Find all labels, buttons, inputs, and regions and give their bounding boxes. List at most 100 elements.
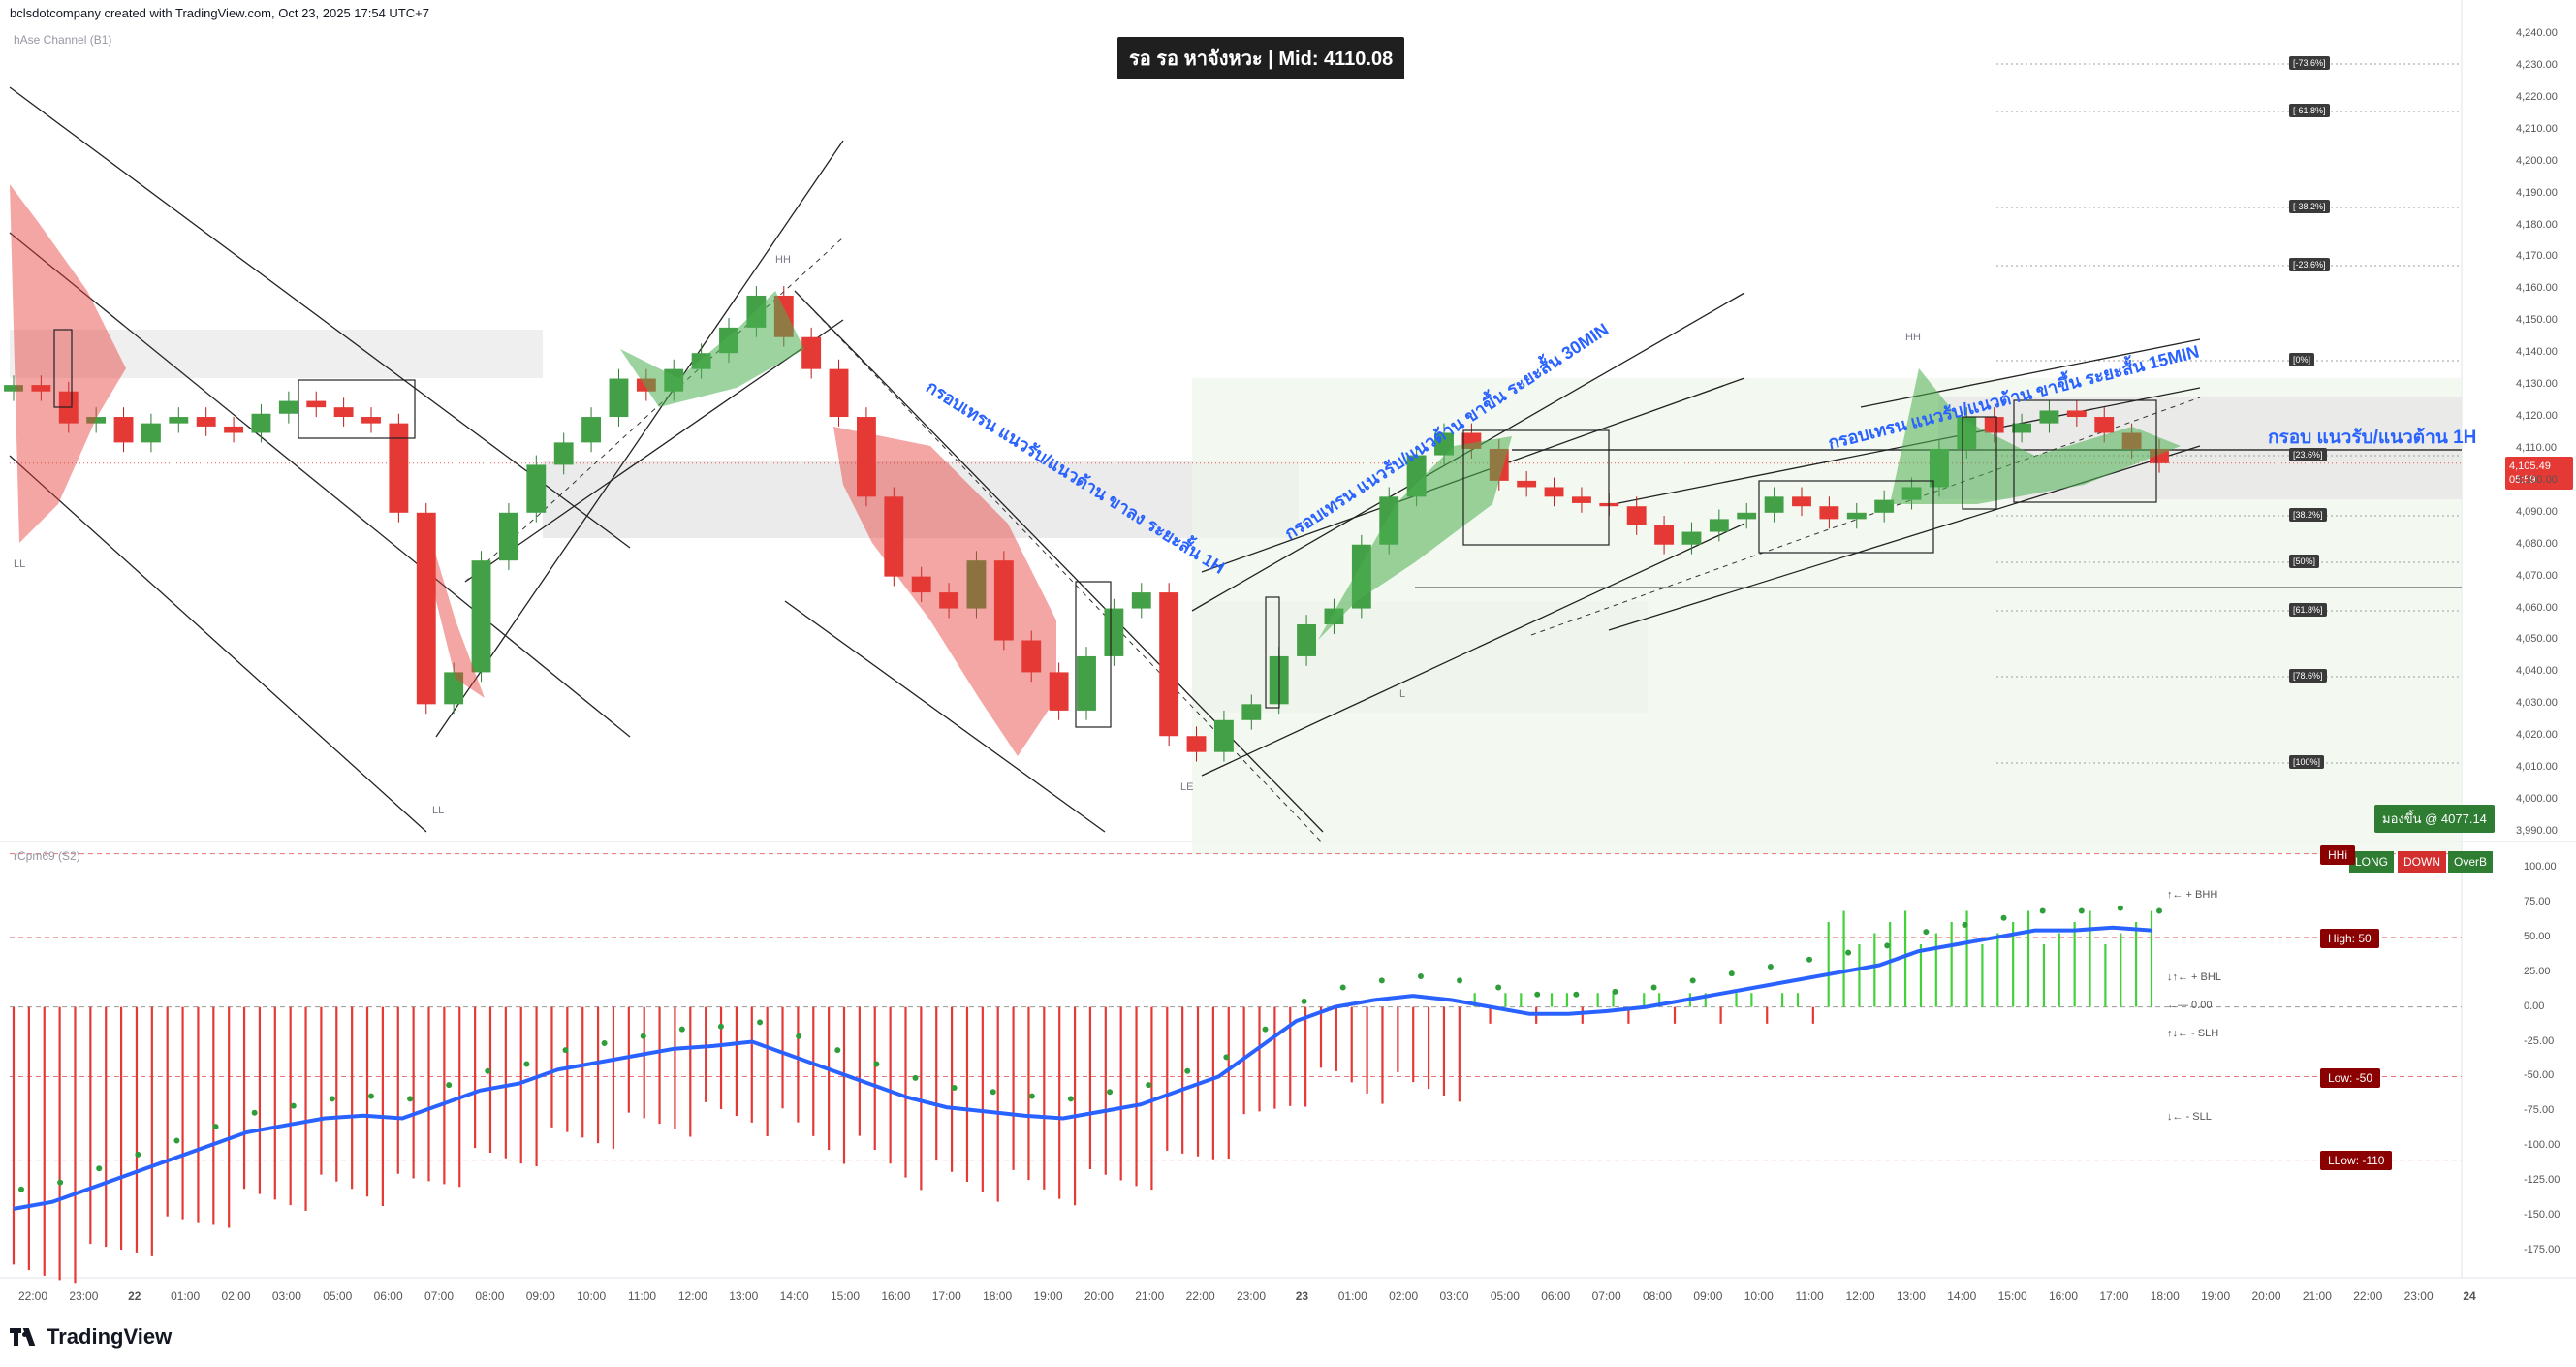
- osc-label-zero: ←— 0.00: [2167, 1000, 2213, 1011]
- candle-body: [2012, 423, 2032, 433]
- tradingview-wordmark: TradingView: [47, 1324, 173, 1349]
- osc-signal-dot: [1457, 977, 1463, 984]
- candle-body: [1709, 519, 1729, 532]
- time-tick: 14:00: [779, 1289, 809, 1303]
- osc-signal-dot: [1067, 1096, 1074, 1102]
- candle-body: [1517, 480, 1537, 488]
- time-tick: 23:00: [1236, 1289, 1267, 1303]
- price-tick: 4,170.00: [2516, 250, 2558, 263]
- candle-body: [1737, 512, 1757, 520]
- time-tick: 07:00: [424, 1289, 455, 1303]
- time-tick: 06:00: [373, 1289, 403, 1303]
- time-tick: 08:00: [475, 1289, 505, 1303]
- osc-tick: 50.00: [2524, 930, 2551, 942]
- trend-line-dashed: [464, 237, 844, 583]
- osc-signal-dot: [18, 1186, 24, 1192]
- price-tick: 4,210.00: [2516, 122, 2558, 135]
- price-tick: 4,000.00: [2516, 793, 2558, 806]
- time-tick: 24: [2463, 1289, 2476, 1303]
- trend-line: [435, 140, 844, 738]
- bar-countdown: 05:59: [2509, 474, 2536, 486]
- osc-signal-dot: [2117, 905, 2123, 911]
- candle-body: [196, 417, 216, 427]
- chart-credit: bclsdotcompany created with TradingView.…: [10, 6, 429, 20]
- time-tick: 21:00: [2302, 1289, 2332, 1303]
- candle-body: [1131, 592, 1151, 609]
- status-overbought: OverB: [2448, 851, 2494, 873]
- fib-label: [50%]: [2289, 555, 2320, 568]
- bias-tag: มองขึ้น @ 4077.14: [2374, 805, 2495, 833]
- time-tick: 22:00: [1185, 1289, 1215, 1303]
- price-tick: 4,180.00: [2516, 218, 2558, 231]
- osc-signal-dot: [96, 1165, 103, 1172]
- osc-signal-dot: [367, 1093, 374, 1099]
- candle-body: [553, 442, 574, 465]
- consolidation-box: [1075, 581, 1112, 728]
- time-tick: 12:00: [677, 1289, 707, 1303]
- time-tick: 02:00: [1389, 1289, 1419, 1303]
- osc-signal-dot: [290, 1102, 297, 1109]
- time-tick: 12:00: [1845, 1289, 1875, 1303]
- osc-signal-dot: [173, 1137, 180, 1144]
- time-tick: 23:00: [2403, 1289, 2434, 1303]
- osc-tick: -100.00: [2524, 1139, 2560, 1152]
- status-down: DOWN: [2398, 851, 2446, 873]
- pivot-ll-1: LL: [14, 558, 26, 570]
- time-tick: 22:00: [17, 1289, 48, 1303]
- osc-signal-dot: [251, 1109, 258, 1116]
- osc-signal-dot: [2039, 907, 2046, 914]
- tradingview-logo[interactable]: TradingView: [10, 1324, 172, 1350]
- time-tick: 05:00: [1490, 1289, 1520, 1303]
- candle-body: [1874, 499, 1895, 513]
- time-tick: 09:00: [1693, 1289, 1723, 1303]
- time-tick: 18:00: [983, 1289, 1013, 1303]
- price-tick: 4,050.00: [2516, 633, 2558, 646]
- level-tag-llow: LLow: -110: [2320, 1151, 2393, 1170]
- time-tick: 19:00: [1033, 1289, 1063, 1303]
- price-tick: 4,120.00: [2516, 410, 2558, 423]
- candle-body: [2039, 410, 2059, 424]
- candle-body: [1104, 608, 1124, 656]
- time-tick: 11:00: [627, 1289, 657, 1303]
- osc-signal-dot: [990, 1089, 996, 1096]
- candle-body: [113, 417, 134, 443]
- osc-tick: -175.00: [2524, 1244, 2560, 1256]
- time-tick: 03:00: [271, 1289, 301, 1303]
- annotation-range-1h: กรอบ แนวรับ/แนวต้าน 1H: [2268, 428, 2477, 448]
- osc-signal-dot: [834, 1047, 841, 1054]
- time-tick: 14:00: [1947, 1289, 1977, 1303]
- last-price: 4,105.49: [2509, 461, 2551, 472]
- trend-line: [464, 319, 844, 583]
- candle-body: [31, 385, 51, 392]
- time-tick: 16:00: [2048, 1289, 2079, 1303]
- osc-signal-dot: [329, 1096, 335, 1102]
- osc-signal-dot: [1767, 963, 1774, 970]
- osc-signal-dot: [562, 1047, 569, 1054]
- time-tick: 22: [128, 1289, 141, 1303]
- candle-body: [939, 592, 959, 609]
- osc-signal-dot: [1417, 973, 1424, 980]
- bull-cloud: [620, 291, 804, 407]
- candle-body: [884, 496, 904, 577]
- candle-body: [224, 426, 244, 433]
- price-tick: 4,140.00: [2516, 346, 2558, 359]
- price-tick: 4,230.00: [2516, 58, 2558, 71]
- candle-body: [471, 560, 491, 673]
- time-tick: 02:00: [221, 1289, 251, 1303]
- osc-tick: -125.00: [2524, 1174, 2560, 1187]
- osc-signal-dot: [2156, 907, 2162, 914]
- osc-signal-dot: [951, 1084, 958, 1091]
- level-tag-hhigh: HHi: [2320, 845, 2355, 865]
- candle-body: [1434, 432, 1454, 456]
- candle-body: [1571, 496, 1591, 503]
- osc-tick: 75.00: [2524, 895, 2551, 907]
- time-tick: 08:00: [1642, 1289, 1673, 1303]
- candle-body: [2066, 410, 2087, 418]
- candle-body: [1186, 736, 1207, 752]
- time-tick: 20:00: [1084, 1289, 1114, 1303]
- osc-signal-dot: [1884, 942, 1891, 949]
- price-tick: 4,040.00: [2516, 665, 2558, 678]
- pivot-ll-2: LL: [432, 805, 445, 816]
- osc-signal-dot: [1534, 991, 1541, 998]
- price-tick: 4,130.00: [2516, 378, 2558, 391]
